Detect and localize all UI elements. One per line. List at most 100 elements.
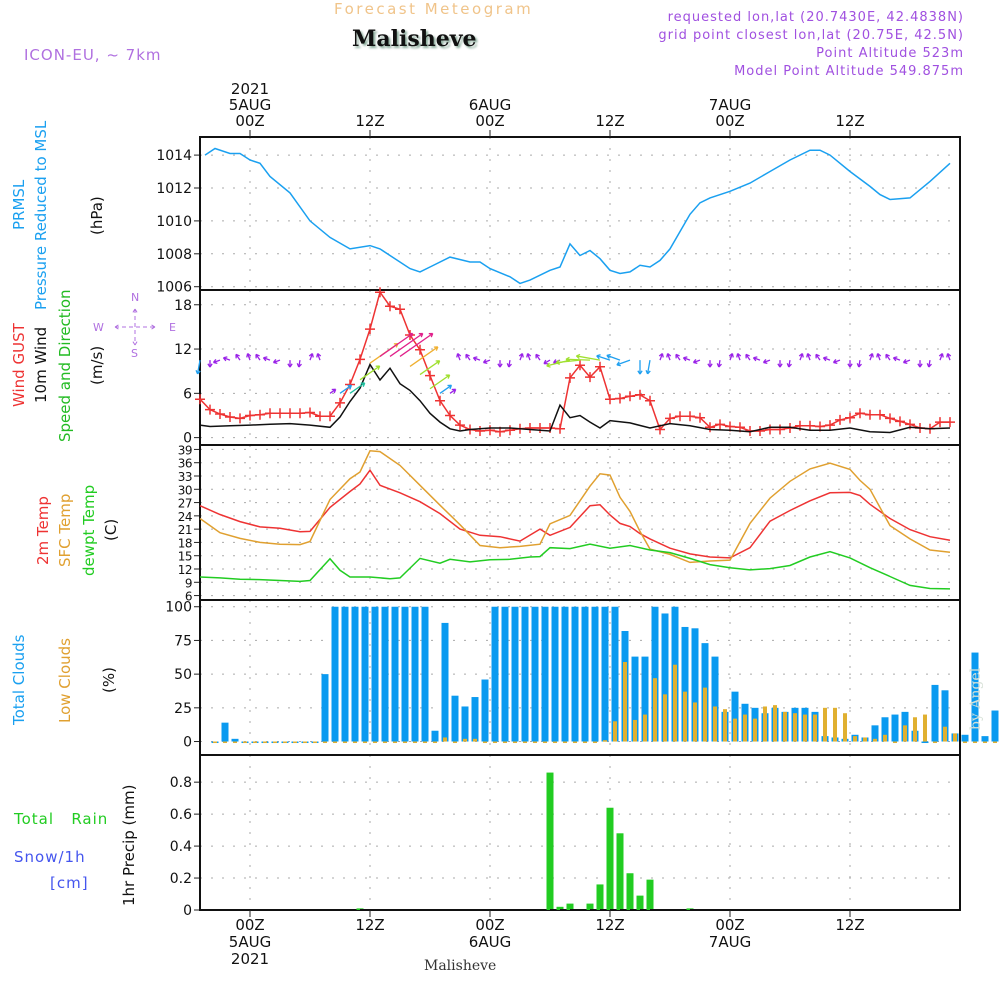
gust-marker: [245, 410, 255, 421]
low-cloud-bar: [853, 736, 857, 742]
precip-bar: [596, 884, 604, 910]
gust-marker: [505, 425, 515, 436]
precip-ytick-label: 0.2: [170, 871, 192, 887]
credit-watermark: by Angel: [968, 667, 984, 730]
time-label-top: 00Z: [235, 112, 264, 130]
time-label-bottom: 5AUG: [229, 933, 271, 951]
clouds-ytick-label: 0: [183, 735, 192, 751]
low-cloud-bar: [793, 713, 797, 742]
gust-marker: [375, 287, 385, 298]
supertitle: Forecast Meteogram: [334, 0, 534, 18]
low-cloud-bar: [533, 741, 537, 744]
low-cloud-bar: [563, 741, 567, 744]
wind-direction-arrow: [892, 356, 901, 362]
low-cloud-bar: [813, 714, 817, 742]
total-cloud-bar: [561, 606, 569, 742]
wind-direction-arrow: [752, 356, 761, 362]
precip-bar: [566, 903, 574, 910]
wind-direction-arrow: [482, 358, 491, 365]
total-cloud-bar: [421, 606, 429, 742]
total-cloud-bar: [891, 714, 899, 742]
time-label-top: 6AUG: [469, 96, 511, 114]
low-cloud-bar: [993, 741, 997, 744]
wind-direction-arrow: [399, 332, 434, 357]
total-cloud-bar: [991, 710, 999, 742]
gust-marker: [425, 370, 435, 381]
low-cloud-bar: [453, 741, 457, 744]
low-cloud-bar: [903, 725, 907, 742]
gust-marker: [585, 372, 595, 383]
compass-w-label: W: [93, 321, 104, 334]
low-cloud-bar: [573, 741, 577, 744]
wind-direction-arrow: [379, 332, 414, 357]
total-cloud-bar: [551, 606, 559, 742]
gust-marker: [665, 413, 675, 424]
low-cloud-bar: [373, 741, 377, 744]
temperature-ytick-label: 18: [178, 536, 192, 550]
gust-marker: [205, 404, 215, 415]
time-label-bottom: 6AUG: [469, 933, 511, 951]
gust-marker: [305, 407, 315, 418]
wind-direction-arrow: [716, 360, 722, 368]
precip-ytick-label: 0.4: [170, 839, 192, 855]
wind-direction-arrow: [506, 360, 512, 368]
gust-marker: [685, 411, 695, 422]
gust-marker: [885, 413, 895, 424]
low-cloud-bar: [783, 711, 787, 742]
time-label-top: 12Z: [355, 112, 384, 130]
wind-direction-arrow: [926, 360, 932, 368]
gust-marker: [705, 422, 715, 433]
requested-coords: requested lon,lat (20.7430E, 42.4838N): [667, 10, 964, 25]
gust-marker: [525, 423, 535, 434]
total-cloud-bar: [341, 606, 349, 742]
gust-marker: [455, 420, 465, 431]
precip-ytick-label: 0.6: [170, 807, 192, 823]
wind-direction-arrow: [339, 384, 353, 394]
gust-marker: [435, 395, 445, 406]
low-cloud-bar: [643, 714, 647, 742]
gust-marker: [895, 416, 905, 427]
gust-marker: [295, 408, 305, 419]
wind-direction-arrow: [472, 356, 481, 362]
low-cloud-bar: [593, 741, 597, 744]
precip-bar: [606, 807, 614, 910]
low-cloud-bar: [623, 662, 627, 742]
gust-marker: [565, 372, 575, 383]
wind-direction-arrow: [296, 360, 302, 368]
gust-marker: [595, 361, 605, 372]
time-label-bottom: 00Z: [475, 916, 504, 934]
total-cloud-bar: [391, 606, 399, 742]
temperature-series-dewpt-temp: [199, 543, 951, 590]
gust-marker: [535, 423, 545, 434]
total-cloud-bar: [691, 628, 699, 742]
gust-marker: [395, 304, 405, 315]
gust-marker: [365, 324, 375, 335]
wind-direction-arrow: [308, 353, 314, 361]
total-cloud-bar: [521, 606, 529, 742]
low-cloud-bar: [753, 718, 757, 742]
compass-n-label: N: [131, 291, 139, 304]
temperature-ytick-label: 33: [178, 470, 192, 484]
wind-direction-arrow: [409, 346, 439, 367]
wind-direction-arrow: [806, 353, 812, 361]
total-cloud-bar: [431, 730, 439, 742]
gust-marker: [285, 408, 295, 419]
precip-bar: [556, 906, 564, 910]
pressure-ytick-label: 1012: [156, 181, 192, 197]
time-label-top: 5AUG: [229, 96, 271, 114]
pressure-ytick-label: 1006: [156, 280, 192, 296]
clouds-ytick-label: 50: [174, 667, 192, 683]
gust-marker: [865, 409, 875, 420]
gust-marker: [225, 411, 235, 422]
precip-label-snow-unit: [cm]: [50, 874, 89, 892]
total-cloud-bar: [601, 606, 609, 742]
temperature-ytick-label: 27: [178, 497, 192, 511]
total-cloud-bar: [591, 606, 599, 742]
precip-bar: [626, 873, 634, 910]
wind-direction-arrow: [456, 353, 462, 361]
precip-bar: [636, 895, 644, 910]
total-cloud-bar: [711, 656, 719, 742]
wind-direction-arrow: [449, 388, 457, 394]
wind-direction-arrow: [917, 360, 923, 368]
time-label-bottom: 00Z: [715, 916, 744, 934]
